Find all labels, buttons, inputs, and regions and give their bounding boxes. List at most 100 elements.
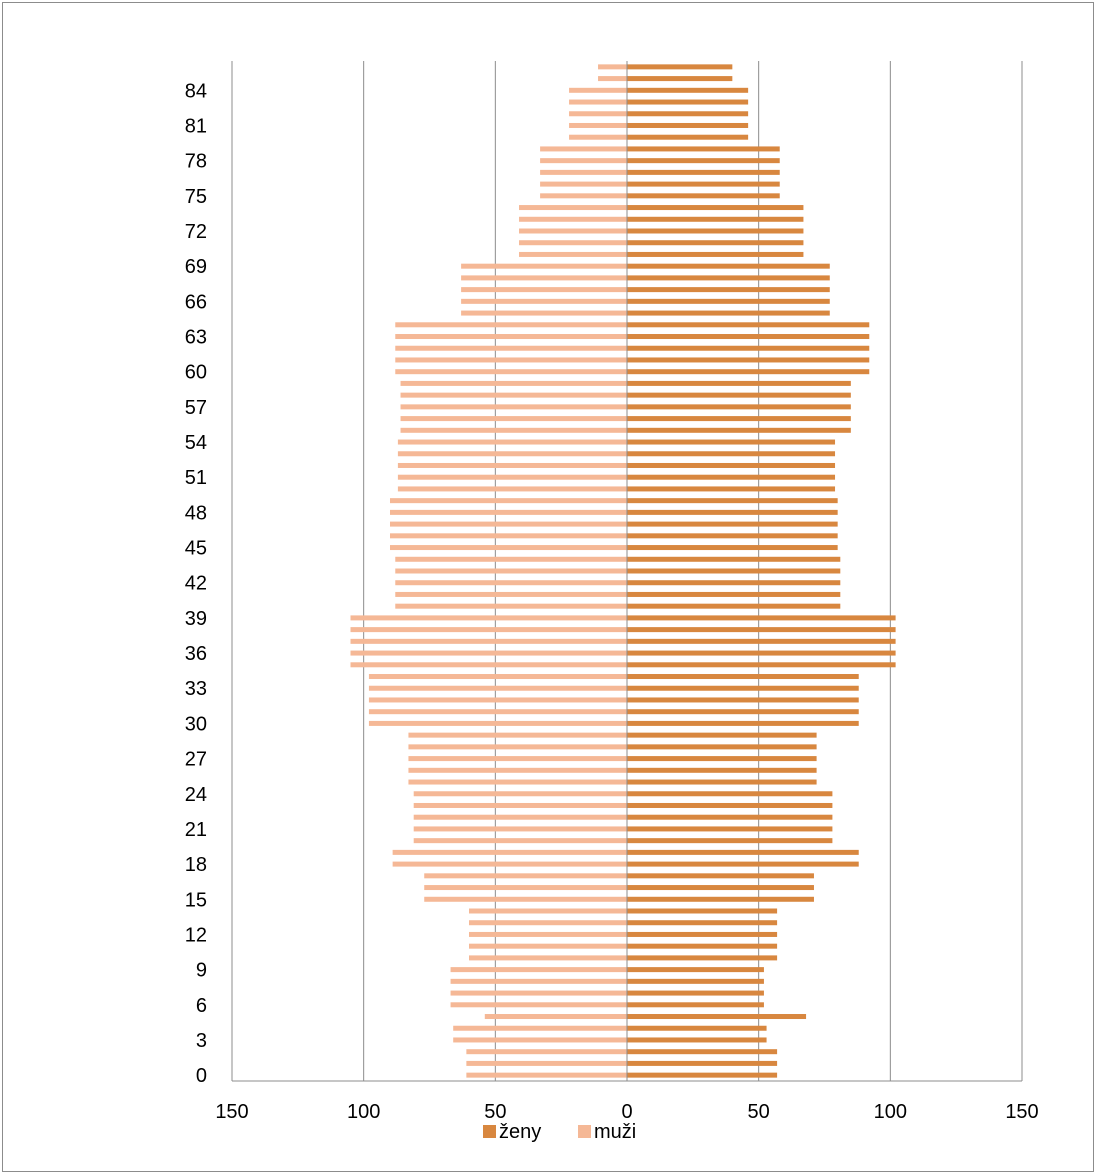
male-bar-age-64: [395, 322, 627, 328]
female-bar-age-7: [627, 990, 764, 996]
female-bar-age-79: [627, 146, 780, 152]
x-tick-label: 100: [347, 1101, 380, 1123]
female-bar-age-76: [627, 181, 780, 187]
male-bar-age-68: [461, 275, 627, 281]
female-bar-age-19: [627, 849, 859, 855]
male-bar-age-21: [413, 826, 627, 832]
y-tick-label: 54: [185, 432, 207, 454]
female-bar-age-35: [627, 662, 896, 668]
female-bars: [627, 64, 896, 1078]
female-bar-age-17: [627, 873, 814, 879]
female-bar-age-34: [627, 674, 859, 680]
male-bar-age-12: [469, 931, 627, 937]
male-bar-age-66: [461, 298, 627, 304]
female-bar-age-41: [627, 591, 841, 597]
female-bar-age-68: [627, 275, 830, 281]
x-tick-label: 0: [621, 1101, 632, 1123]
male-bar-age-34: [368, 674, 627, 680]
x-axis-ticks: 150 100 50 0 50 100 150: [215, 1101, 1038, 1123]
axes: [232, 61, 1022, 1082]
male-bar-age-79: [540, 146, 627, 152]
y-tick-label: 75: [185, 186, 207, 208]
female-bar-age-62: [627, 345, 870, 351]
y-tick-label: 72: [185, 221, 207, 243]
female-bar-age-28: [627, 744, 817, 750]
y-tick-label: 21: [185, 819, 207, 841]
male-bar-age-48: [390, 509, 627, 515]
female-bar-age-27: [627, 756, 817, 762]
y-tick-label: 15: [185, 889, 207, 911]
male-bar-age-23: [413, 802, 627, 808]
female-bar-age-9: [627, 967, 764, 973]
legend-swatch-female: [483, 1125, 496, 1138]
female-bar-age-47: [627, 521, 838, 527]
female-bar-age-44: [627, 556, 841, 562]
y-tick-label: 48: [185, 502, 207, 524]
female-bar-age-80: [627, 134, 749, 140]
y-tick-label: 84: [185, 80, 207, 102]
female-bar-age-3: [627, 1037, 767, 1043]
y-tick-label: 57: [185, 397, 207, 419]
y-tick-label: 39: [185, 608, 207, 630]
male-bar-age-45: [390, 545, 627, 551]
female-bar-age-30: [627, 720, 859, 726]
legend-label-male: muži: [594, 1121, 636, 1143]
female-bar-age-67: [627, 287, 830, 293]
female-bar-age-65: [627, 310, 830, 316]
female-bar-age-77: [627, 169, 780, 175]
male-bar-age-57: [400, 404, 627, 410]
x-tick-label: 150: [215, 1101, 248, 1123]
male-bar-age-24: [413, 791, 627, 797]
female-bar-age-61: [627, 357, 870, 363]
female-bar-age-18: [627, 861, 859, 867]
male-bar-age-31: [368, 709, 627, 715]
female-bar-age-49: [627, 498, 838, 504]
male-bar-age-55: [400, 427, 627, 433]
male-bar-age-22: [413, 814, 627, 820]
female-bar-age-36: [627, 650, 896, 656]
female-bar-age-26: [627, 767, 817, 773]
male-bar-age-30: [368, 720, 627, 726]
legend-swatch-male: [578, 1125, 591, 1138]
male-bar-age-29: [408, 732, 627, 738]
y-tick-label: 33: [185, 678, 207, 700]
male-bar-age-62: [395, 345, 627, 351]
male-bar-age-35: [350, 662, 627, 668]
x-tick-label: 150: [1005, 1101, 1038, 1123]
male-bars: [350, 64, 627, 1078]
female-bar-age-14: [627, 908, 778, 914]
male-bar-age-0: [466, 1072, 627, 1078]
female-bar-age-50: [627, 486, 836, 492]
male-bar-age-44: [395, 556, 627, 562]
male-bar-age-74: [519, 205, 627, 211]
male-bar-age-71: [519, 240, 627, 246]
male-bar-age-7: [450, 990, 627, 996]
male-bar-age-36: [350, 650, 627, 656]
female-bar-age-81: [627, 122, 749, 128]
y-tick-label: 3: [196, 1030, 207, 1052]
x-tick-label: 50: [748, 1101, 770, 1123]
male-bar-age-52: [397, 462, 627, 468]
male-bar-age-6: [450, 1002, 627, 1008]
y-tick-label: 66: [185, 291, 207, 313]
y-tick-label: 27: [185, 749, 207, 771]
male-bar-age-84: [569, 87, 627, 93]
female-bar-age-51: [627, 474, 836, 480]
male-bar-age-40: [395, 603, 627, 609]
male-bar-age-70: [519, 251, 627, 257]
male-bar-age-65: [461, 310, 627, 316]
female-bar-age-73: [627, 216, 804, 222]
female-bar-age-70: [627, 251, 804, 257]
female-bar-age-25: [627, 779, 817, 785]
female-bar-age-59: [627, 380, 851, 386]
male-bar-age-2: [466, 1049, 627, 1055]
male-bar-age-10: [469, 955, 627, 961]
female-bar-age-40: [627, 603, 841, 609]
male-bar-age-5: [484, 1014, 627, 1020]
male-bar-age-17: [424, 873, 627, 879]
female-bar-age-5: [627, 1014, 807, 1020]
y-tick-label: 81: [185, 115, 207, 137]
female-bar-age-57: [627, 404, 851, 410]
male-bar-age-46: [390, 533, 627, 539]
female-bar-age-86: [627, 64, 733, 70]
